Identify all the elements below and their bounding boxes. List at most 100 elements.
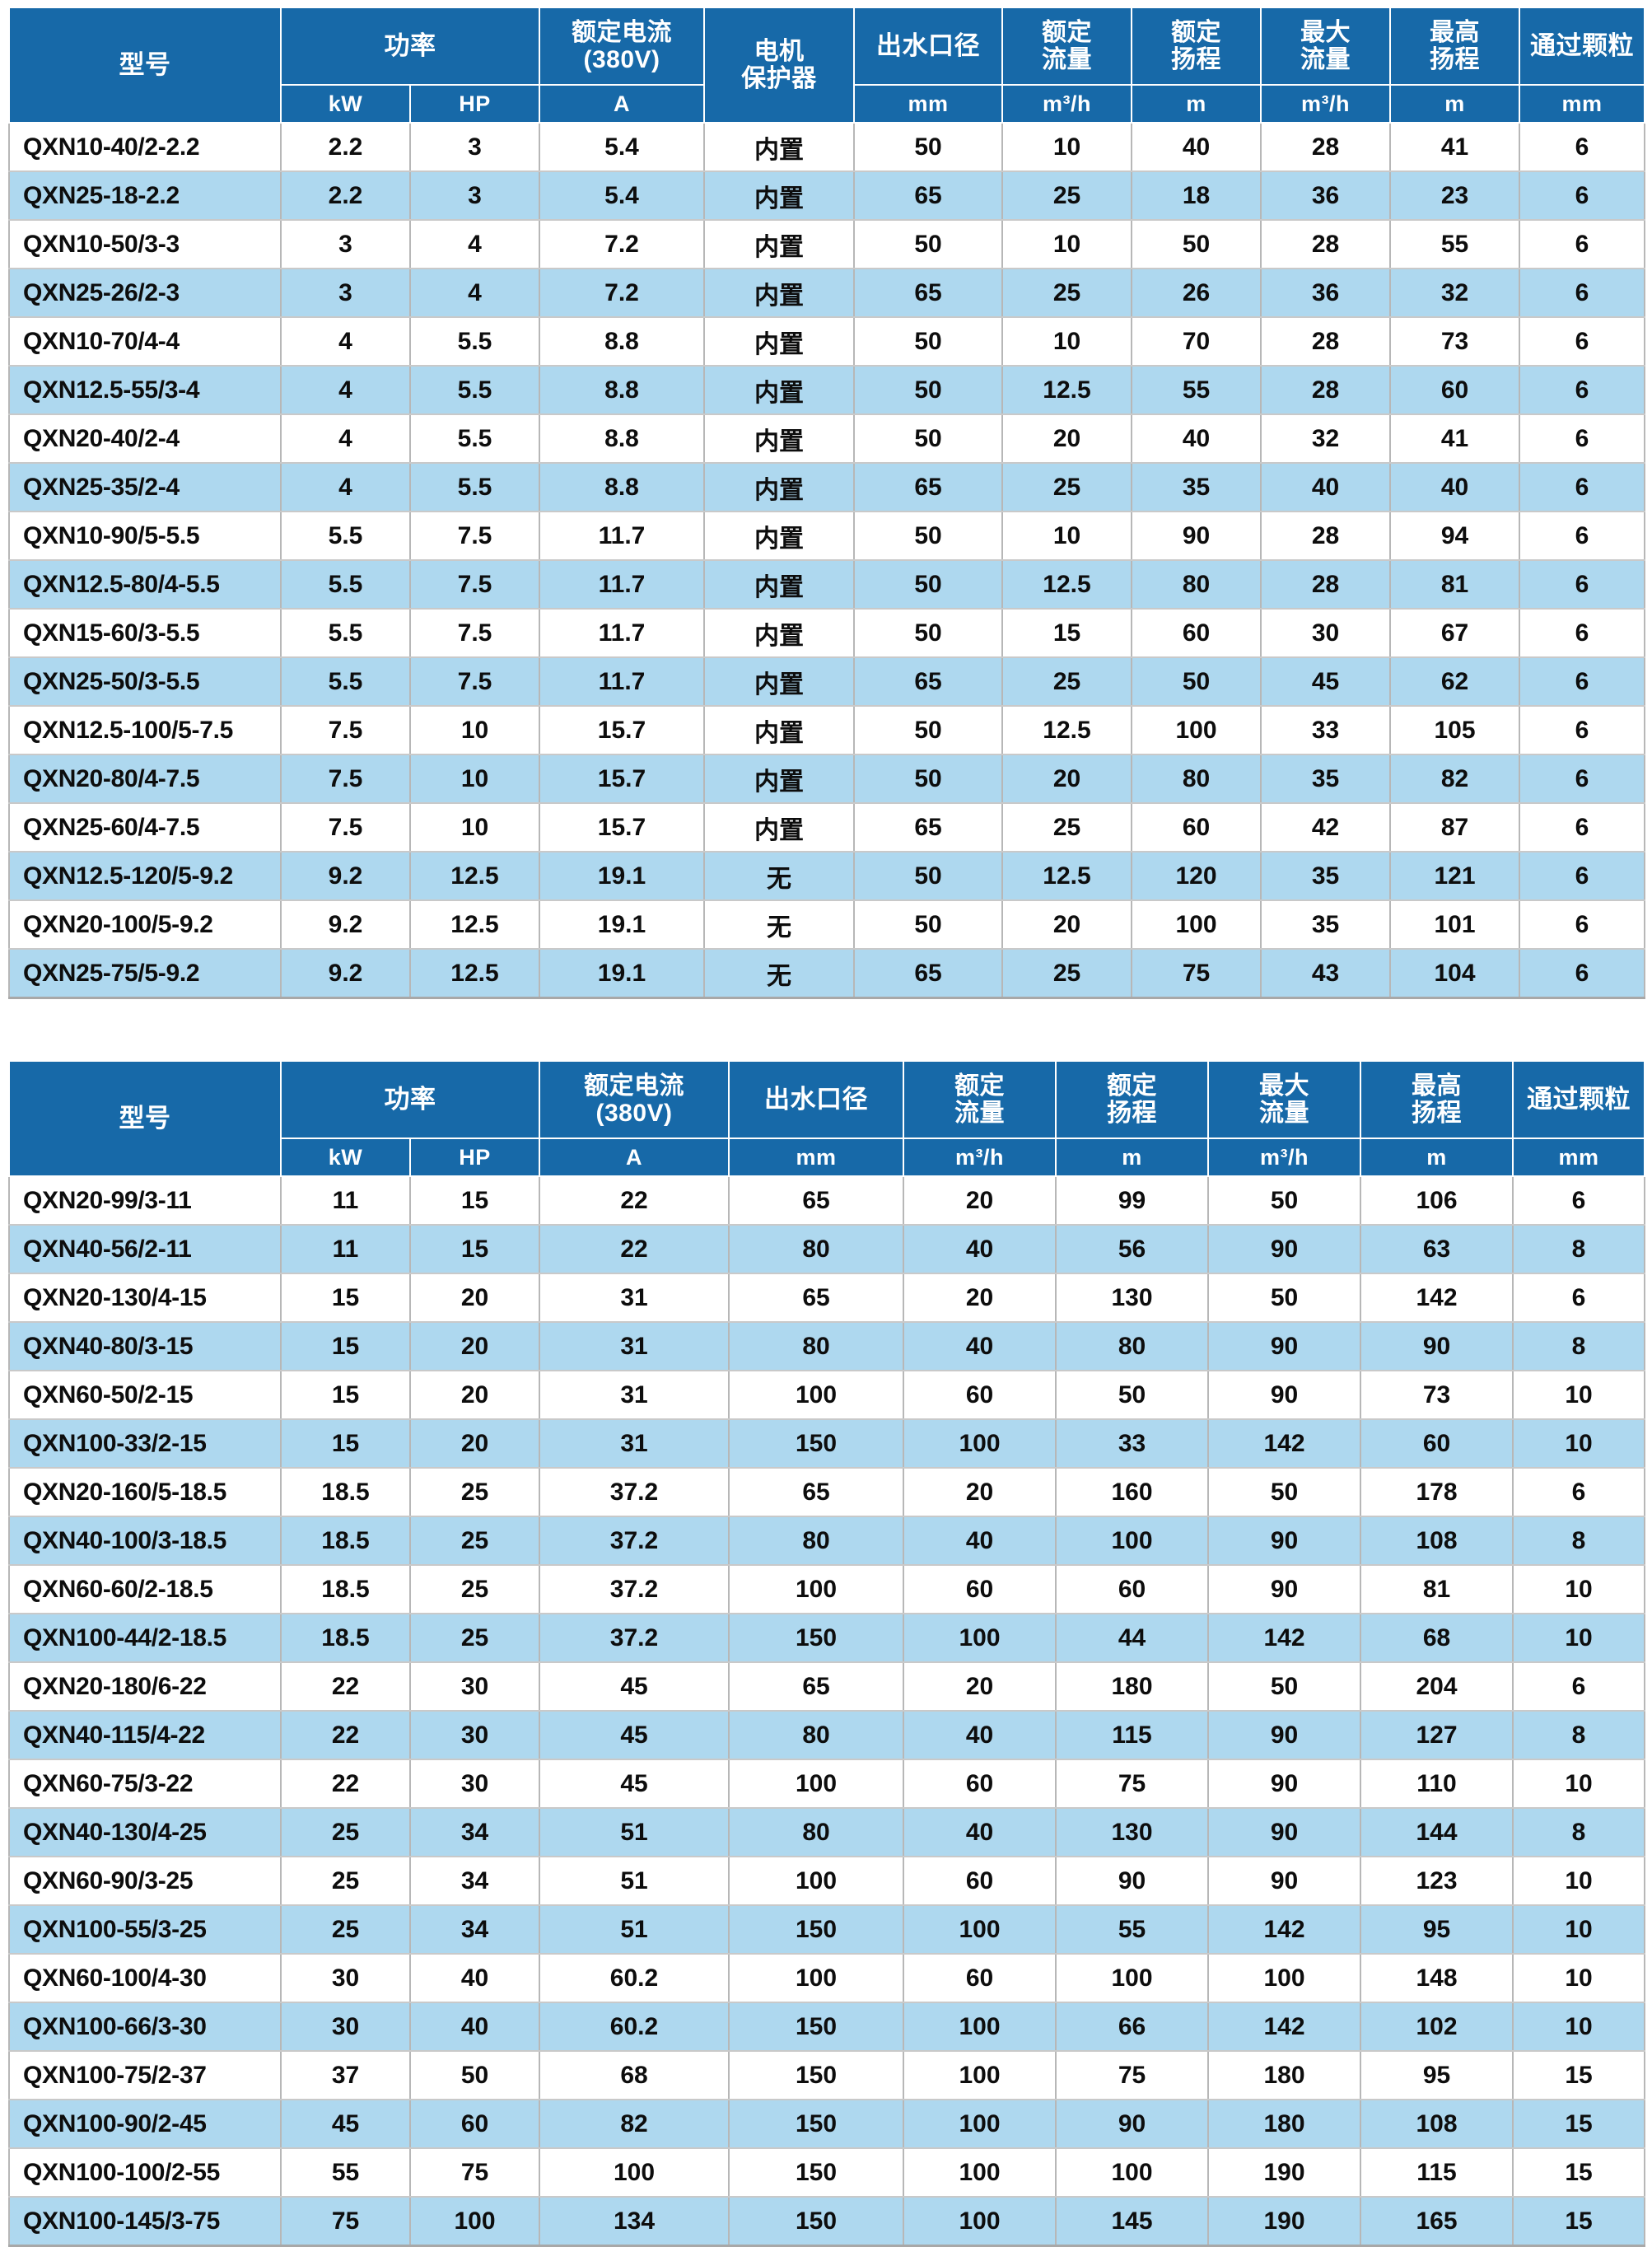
cell-value: 65 <box>729 1176 904 1226</box>
cell-value: 31 <box>539 1371 730 1420</box>
cell-value: 50 <box>854 754 1003 804</box>
cell-value: 60.2 <box>539 1954 730 2003</box>
cell-value: 100 <box>903 2100 1057 2149</box>
cell-value: 内置 <box>704 609 855 658</box>
cell-value: 4 <box>281 317 411 367</box>
table-row: QXN60-75/3-22 22 30 45 100 60 75 90 110 10 <box>8 1759 1645 1809</box>
cell-value: 20 <box>903 1662 1057 1712</box>
cell-value: 80 <box>729 1322 904 1371</box>
cell-value: 60 <box>903 1565 1057 1614</box>
table-1-header: 型号 功率 额定电流 (380V) 电机 保护器 出水口径 额定 流量 额定 扬程 最大… <box>8 7 1645 124</box>
cell-value: 150 <box>729 2197 904 2247</box>
cell-value: 35 <box>1132 463 1262 512</box>
cell-value: 144 <box>1360 1808 1514 1857</box>
cell-value: 37.2 <box>539 1516 730 1566</box>
cell-model: QXN40-100/3-18.5 <box>8 1516 282 1566</box>
cell-value: 60 <box>903 1954 1057 2003</box>
cell-value: 120 <box>1132 852 1262 901</box>
cell-value: 30 <box>281 2002 411 2052</box>
cell-model: QXN20-180/6-22 <box>8 1662 282 1712</box>
cell-value: 5.5 <box>281 512 411 561</box>
cell-value: 67 <box>1390 609 1520 658</box>
cell-value: 100 <box>729 1857 904 1906</box>
cell-value: 40 <box>903 1808 1057 1857</box>
cell-model: QXN20-99/3-11 <box>8 1176 282 1226</box>
table-row: QXN25-18-2.2 2.2 3 5.4 内置 65 25 18 36 23 6 <box>8 171 1645 221</box>
table-row: QXN100-55/3-25 25 34 51 150 100 55 142 95 10 <box>8 1905 1645 1955</box>
table-row: QXN12.5-100/5-7.5 7.5 10 15.7 内置 50 12.5 100 33 1… <box>8 706 1645 755</box>
table-row: QXN12.5-80/4-5.5 5.5 7.5 11.7 内置 50 12.5 80 28 81… <box>8 560 1645 610</box>
cell-value: 7.5 <box>281 754 411 804</box>
cell-value: 内置 <box>704 463 855 512</box>
cell-value: 30 <box>1261 609 1391 658</box>
cell-value: 33 <box>1261 706 1391 755</box>
cell-value: 51 <box>539 1905 730 1955</box>
cell-value: 142 <box>1208 1905 1361 1955</box>
cell-value: 65 <box>854 269 1003 318</box>
cell-value: 2.2 <box>281 123 411 172</box>
cell-value: 32 <box>1390 269 1520 318</box>
cell-value: 100 <box>1132 706 1262 755</box>
cell-value: 内置 <box>704 366 855 415</box>
cell-value: 4 <box>281 414 411 464</box>
cell-value: 34 <box>410 1905 540 1955</box>
cell-value: 50 <box>854 900 1003 950</box>
cell-value: 36 <box>1261 171 1391 221</box>
cell-value: 35 <box>1261 754 1391 804</box>
cell-value: 20 <box>410 1273 540 1323</box>
cell-value: 95 <box>1360 2051 1514 2100</box>
table-row: QXN25-26/2-3 3 4 7.2 内置 65 25 26 36 32 6 <box>8 269 1645 318</box>
cell-value: 22 <box>281 1759 411 1809</box>
th-rated-head-line2: 扬程 <box>1107 1100 1157 1127</box>
cell-value: 80 <box>1056 1322 1209 1371</box>
cell-value: 73 <box>1390 317 1520 367</box>
th-rated-flow: 额定 流量 <box>1001 7 1132 86</box>
cell-value: 15.7 <box>539 706 705 755</box>
cell-value: 6 <box>1519 706 1645 755</box>
cell-value: 8.8 <box>539 414 705 464</box>
cell-value: 142 <box>1208 2002 1361 2052</box>
cell-value: 150 <box>729 2148 904 2198</box>
cell-value: 9.2 <box>281 852 411 901</box>
cell-value: 15 <box>1513 2100 1645 2149</box>
cell-value: 15 <box>281 1273 411 1323</box>
cell-value: 100 <box>903 1419 1057 1469</box>
cell-model: QXN60-90/3-25 <box>8 1857 282 1906</box>
cell-value: 100 <box>729 1954 904 2003</box>
cell-value: 9.2 <box>281 900 411 950</box>
th-unit-rated-head: m <box>1131 84 1262 124</box>
cell-value: 50 <box>1208 1662 1361 1712</box>
th-rated-current-line2: (380V) <box>583 46 660 73</box>
cell-value: 35 <box>1261 852 1391 901</box>
cell-value: 30 <box>410 1759 540 1809</box>
cell-model: QXN100-66/3-30 <box>8 2002 282 2052</box>
cell-value: 60 <box>1132 609 1262 658</box>
cell-value: 25 <box>1002 269 1132 318</box>
cell-value: 8 <box>1513 1808 1645 1857</box>
cell-value: 142 <box>1360 1273 1514 1323</box>
cell-value: 18.5 <box>281 1516 411 1566</box>
cell-value: 12.5 <box>1002 366 1132 415</box>
cell-value: 100 <box>903 2197 1057 2247</box>
th-unit-max-head: m <box>1360 1138 1514 1177</box>
cell-value: 204 <box>1360 1662 1514 1712</box>
cell-value: 45 <box>281 2100 411 2149</box>
cell-value: 22 <box>539 1225 730 1274</box>
th-unit-kw: kW <box>280 84 411 124</box>
cell-value: 65 <box>729 1662 904 1712</box>
cell-value: 20 <box>903 1176 1057 1226</box>
cell-value: 12.5 <box>1002 706 1132 755</box>
cell-value: 10 <box>1002 123 1132 172</box>
th-motor-protector-line2: 保护器 <box>741 65 817 92</box>
cell-value: 内置 <box>704 803 855 853</box>
cell-value: 65 <box>729 1273 904 1323</box>
cell-value: 7.5 <box>281 803 411 853</box>
cell-value: 101 <box>1390 900 1520 950</box>
cell-value: 37 <box>281 2051 411 2100</box>
cell-value: 60 <box>410 2100 540 2149</box>
cell-value: 41 <box>1390 414 1520 464</box>
cell-value: 65 <box>854 803 1003 853</box>
cell-value: 5.4 <box>539 171 705 221</box>
cell-value: 6 <box>1519 803 1645 853</box>
th-particle-size: 通过颗粒 <box>1512 1060 1645 1139</box>
